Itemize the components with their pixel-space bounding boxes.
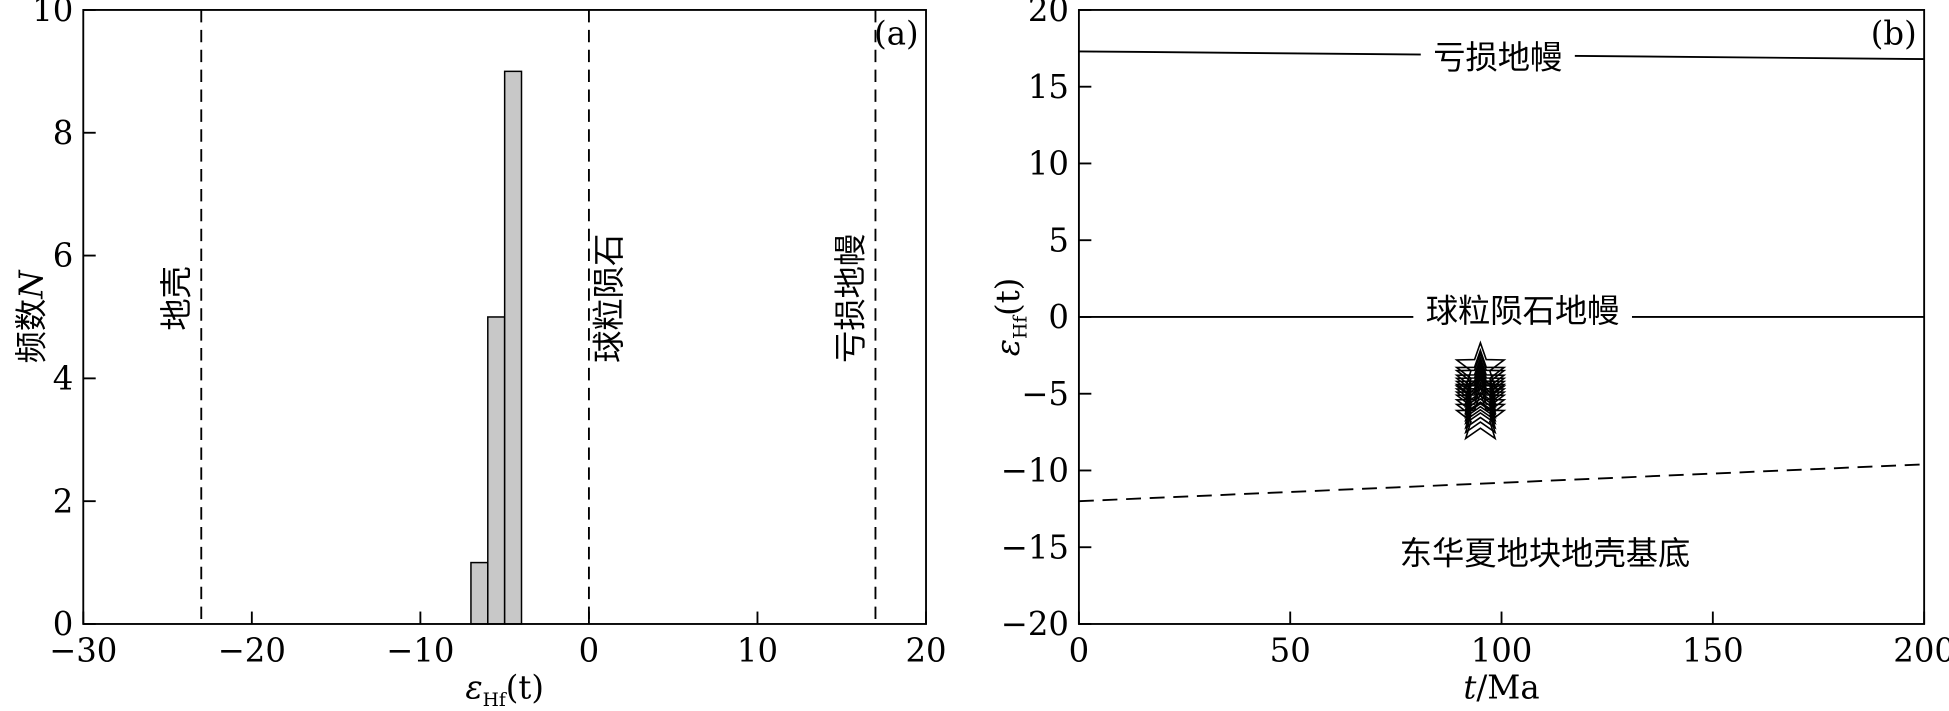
star-point: [1454, 384, 1507, 435]
x-tick-label: 10: [737, 631, 778, 669]
y-tick-label: −5: [1021, 375, 1069, 413]
y-tick-label: 15: [1028, 68, 1069, 106]
star-point: [1454, 364, 1507, 415]
plot-frame: [1077, 9, 1926, 625]
curve-label: 亏损地幔: [1433, 38, 1562, 76]
panel-label: (b): [1871, 15, 1917, 53]
axis-label: 频数N: [12, 269, 50, 364]
star-point: [1454, 380, 1507, 430]
y-tick-label: 10: [32, 0, 73, 29]
y-tick-label: 20: [1028, 0, 1069, 29]
label-symbol: ε: [465, 669, 482, 707]
histogram-bar: [487, 316, 506, 625]
label-arg: (t): [506, 669, 544, 707]
x-tick-label: 100: [1471, 631, 1533, 669]
label-background: [1413, 291, 1632, 330]
reference-label: 球粒陨石: [590, 234, 628, 363]
x-tick-label: 0: [1069, 631, 1090, 669]
x-tick-label: 50: [1270, 631, 1311, 669]
panel-label: (a): [874, 15, 918, 53]
reference-label: 地壳: [157, 266, 195, 331]
star-point: [1454, 369, 1507, 419]
label-text: 频数: [12, 299, 50, 364]
label-var: t: [1463, 669, 1477, 707]
y-tick-label: 8: [53, 114, 74, 152]
y-tick-label: 5: [1048, 221, 1069, 259]
histogram-bar: [470, 561, 489, 625]
star-point: [1454, 361, 1507, 412]
curve-label: 东华夏地块地壳基底: [1400, 534, 1691, 572]
y-tick-label: 4: [53, 360, 74, 398]
x-tick-label: 20: [905, 631, 946, 669]
y-tick-label: 10: [1028, 145, 1069, 183]
x-tick-label: 0: [579, 631, 600, 669]
reference-curve: [1078, 463, 1925, 503]
x-tick-label: −10: [386, 631, 454, 669]
label-subscript: Hf: [483, 690, 508, 711]
y-tick-label: −20: [1001, 605, 1069, 643]
axis-label: εHf(t): [989, 278, 1031, 357]
histogram-bar: [503, 70, 523, 625]
label-symbol: ε: [989, 339, 1027, 356]
y-tick-label: 6: [53, 237, 74, 275]
y-tick-label: 0: [1048, 298, 1069, 336]
curve-label: 球粒陨石地幔: [1426, 292, 1620, 330]
y-tick-label: 2: [53, 482, 74, 520]
plot-frame: [82, 9, 927, 625]
label-var: N: [12, 269, 50, 300]
label-background: [1420, 38, 1575, 77]
star-point: [1454, 372, 1507, 423]
reference-label: 亏损地幔: [832, 234, 870, 363]
star-point: [1454, 358, 1507, 409]
x-tick-label: −20: [218, 631, 286, 669]
y-tick-label: 0: [53, 605, 74, 643]
y-tick-label: −15: [1001, 528, 1069, 566]
x-tick-label: −30: [49, 631, 117, 669]
axis-label: t/Ma: [1463, 669, 1539, 707]
star-point: [1454, 375, 1507, 425]
axis-label: εHf(t): [465, 669, 544, 711]
star-point: [1454, 390, 1507, 441]
y-tick-label: −10: [1001, 452, 1069, 490]
x-tick-label: 150: [1682, 631, 1744, 669]
label-subscript: Hf: [1011, 314, 1032, 339]
label-unit: /Ma: [1476, 669, 1539, 707]
x-tick-label: 200: [1893, 631, 1949, 669]
label-arg: (t): [989, 278, 1027, 316]
star-point: [1454, 366, 1507, 416]
